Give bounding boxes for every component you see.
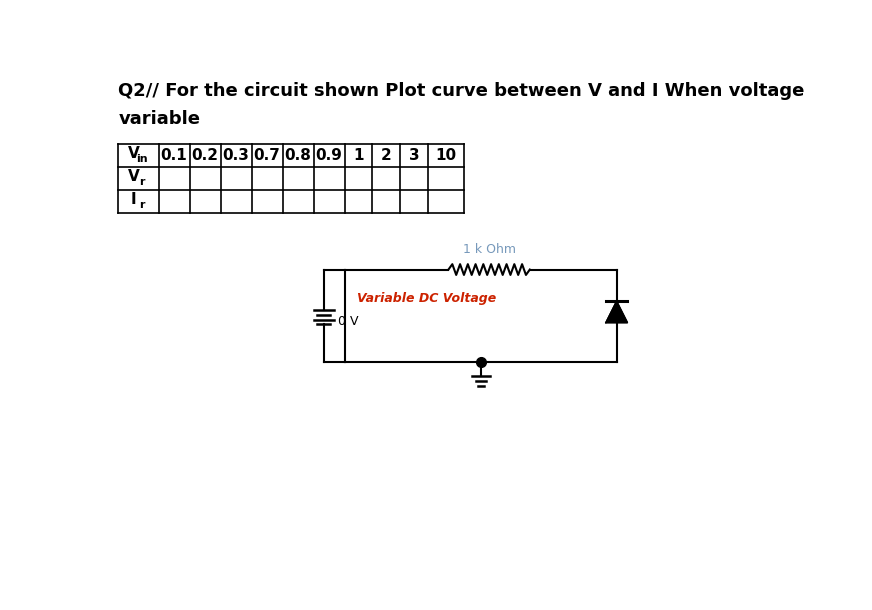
Text: 0 V: 0 V xyxy=(337,315,358,328)
Text: I: I xyxy=(131,192,137,207)
Text: r: r xyxy=(140,177,145,187)
Text: V: V xyxy=(128,146,140,161)
Text: 3: 3 xyxy=(409,148,419,163)
Text: variable: variable xyxy=(119,110,201,128)
Text: in: in xyxy=(137,154,148,163)
Text: 0.7: 0.7 xyxy=(254,148,281,163)
Text: r: r xyxy=(140,200,145,210)
Text: Q2// For the circuit shown Plot curve between V and I When voltage: Q2// For the circuit shown Plot curve be… xyxy=(119,82,805,101)
Polygon shape xyxy=(606,301,628,323)
Text: 2: 2 xyxy=(381,148,392,163)
Text: 0.1: 0.1 xyxy=(160,148,187,163)
Text: 0.9: 0.9 xyxy=(316,148,343,163)
Text: 0.2: 0.2 xyxy=(192,148,219,163)
Text: 10: 10 xyxy=(435,148,457,163)
Text: Variable DC Voltage: Variable DC Voltage xyxy=(357,292,496,306)
Text: 0.8: 0.8 xyxy=(284,148,311,163)
Text: V: V xyxy=(128,169,140,184)
Text: 1 k Ohm: 1 k Ohm xyxy=(463,243,515,256)
Text: 1: 1 xyxy=(353,148,364,163)
Text: 0.3: 0.3 xyxy=(222,148,249,163)
